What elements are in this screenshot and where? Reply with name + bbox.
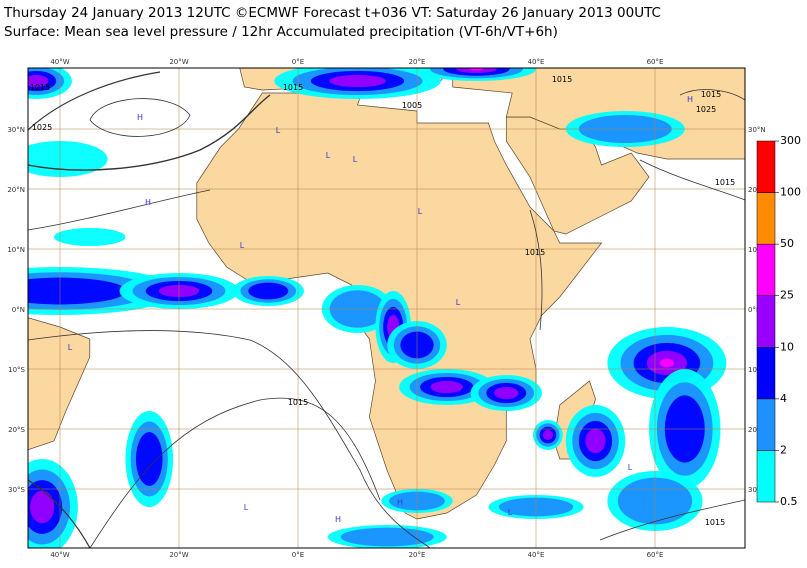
colorbar-label: 4 bbox=[780, 392, 787, 405]
lat-label: 10°N bbox=[7, 246, 25, 254]
precip-area bbox=[135, 432, 163, 486]
precip-area bbox=[30, 490, 55, 524]
pressure-centre: L bbox=[456, 298, 461, 307]
precip-area bbox=[659, 358, 675, 368]
pressure-centre: L bbox=[628, 463, 633, 472]
isobar-label: 1015 bbox=[30, 83, 50, 92]
lat-label: 20°N bbox=[7, 186, 25, 194]
lat-label: 0°N bbox=[12, 306, 25, 314]
pressure-centre: L bbox=[508, 508, 513, 517]
colorbar-label: 2 bbox=[780, 443, 787, 456]
pressure-centre: L bbox=[353, 155, 358, 164]
isobar-label: 1015 bbox=[705, 518, 725, 527]
lon-label: 20°W bbox=[169, 58, 188, 66]
pressure-centre: H bbox=[397, 498, 403, 507]
lon-label: 60°E bbox=[647, 551, 664, 559]
title: Thursday 24 January 2013 12UTC ©ECMWF Fo… bbox=[3, 5, 661, 21]
pressure-centre: L bbox=[244, 503, 249, 512]
isobar-label: 1015 bbox=[552, 75, 572, 84]
isobar-label: 1015 bbox=[283, 83, 303, 92]
isobar-label: 1015 bbox=[525, 248, 545, 257]
lon-label: 0°E bbox=[292, 551, 304, 559]
pressure-centre: L bbox=[418, 207, 423, 216]
isobar-label: 1015 bbox=[288, 398, 308, 407]
lat-label: 20°S bbox=[8, 426, 25, 434]
graticule bbox=[28, 68, 745, 548]
colorbar-label: 0.5 bbox=[780, 495, 798, 508]
lat-label: 30°N bbox=[748, 126, 766, 134]
colorbar-label: 25 bbox=[780, 289, 794, 302]
precipitation bbox=[28, 68, 727, 548]
lon-label: 0°E bbox=[292, 58, 304, 66]
lon-label: 20°W bbox=[169, 551, 188, 559]
precip-area bbox=[340, 527, 434, 547]
lat-label: 20°S bbox=[748, 426, 765, 434]
pressure-centre: H bbox=[687, 95, 693, 104]
lat-label: 30°S bbox=[748, 486, 765, 494]
isobar-label: 1025 bbox=[696, 105, 716, 114]
precip-area bbox=[28, 277, 127, 305]
pressure-centre: L bbox=[276, 126, 281, 135]
colorbar-class bbox=[756, 295, 776, 348]
precip-area bbox=[456, 68, 497, 74]
lon-label: 20°E bbox=[409, 58, 426, 66]
isobar-label: 1015 bbox=[715, 178, 735, 187]
isobar-label: 1005 bbox=[402, 101, 422, 110]
pressure-centre: H bbox=[335, 515, 341, 524]
lat-label: 30°N bbox=[7, 126, 25, 134]
precip-area bbox=[54, 228, 126, 246]
colorbar-label: 100 bbox=[780, 186, 801, 199]
isobar-label: 1025 bbox=[32, 123, 52, 132]
lon-label: 40°E bbox=[528, 58, 545, 66]
lon-label: 60°E bbox=[647, 58, 664, 66]
pressure-centre: H bbox=[137, 113, 143, 122]
precip-area bbox=[585, 428, 606, 454]
lat-label: 30°S bbox=[8, 486, 25, 494]
precip-area bbox=[542, 429, 553, 441]
colorbar-label: 10 bbox=[780, 340, 794, 353]
precip-area bbox=[494, 386, 519, 400]
colorbar-class bbox=[756, 398, 776, 451]
precip-area bbox=[430, 380, 463, 394]
lat-label: 10°S bbox=[8, 366, 25, 374]
precip-area bbox=[329, 74, 386, 88]
landmass bbox=[28, 317, 91, 451]
colorbar-label: 50 bbox=[780, 237, 794, 250]
colorbar-class bbox=[756, 347, 776, 400]
pressure-centre: H bbox=[145, 198, 151, 207]
lon-label: 20°E bbox=[409, 551, 426, 559]
isobars bbox=[28, 71, 745, 548]
lon-label: 40°W bbox=[50, 58, 69, 66]
lat-label: 0°N bbox=[748, 306, 761, 314]
subtitle: Surface: Mean sea level pressure / 12hr … bbox=[4, 24, 558, 40]
precip-area bbox=[28, 74, 49, 88]
lon-label: 40°W bbox=[50, 551, 69, 559]
colorbar-class bbox=[756, 243, 776, 296]
lon-label: 40°E bbox=[528, 551, 545, 559]
precip-area bbox=[248, 282, 289, 300]
pressure-centre: L bbox=[326, 151, 331, 160]
pressure-centre: L bbox=[240, 241, 245, 250]
pressure-centre: L bbox=[68, 343, 73, 352]
isobar-label: 1015 bbox=[701, 90, 721, 99]
colorbar-class bbox=[756, 192, 776, 245]
colorbar: 0.5 2 4 10 25 50 100 300 bbox=[756, 134, 801, 508]
map-frame bbox=[27, 67, 746, 549]
precip-area bbox=[469, 68, 484, 71]
colorbar-label: 300 bbox=[780, 134, 801, 147]
colorbar-class bbox=[756, 450, 776, 503]
lat-label: 10°S bbox=[748, 366, 765, 374]
colorbar-class bbox=[756, 140, 776, 193]
